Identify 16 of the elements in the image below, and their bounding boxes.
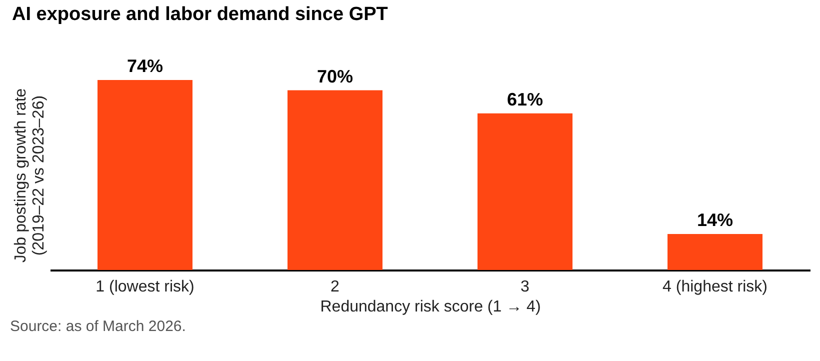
chart-title: AI exposure and labor demand since GPT: [12, 4, 388, 25]
bar: [668, 234, 762, 270]
bar: [98, 80, 192, 270]
bar: [288, 90, 382, 270]
source-note: Source: as of March 2026.: [10, 318, 186, 335]
x-tick-label: 2: [330, 278, 340, 296]
x-axis-title: Redundancy risk score (1 → 4): [320, 298, 541, 316]
data-label: 74%: [126, 56, 164, 76]
x-tick-label: 1 (lowest risk): [96, 278, 194, 296]
data-label: 70%: [316, 66, 354, 86]
x-tick-label: 4 (highest risk): [662, 278, 768, 296]
data-label: 14%: [696, 210, 734, 230]
y-axis-title: Job postings growth rate (2019–22 vs 2023–26): [12, 88, 48, 263]
x-tick-label: 3: [520, 278, 530, 296]
data-label: 61%: [506, 89, 544, 110]
bar: [478, 113, 572, 270]
